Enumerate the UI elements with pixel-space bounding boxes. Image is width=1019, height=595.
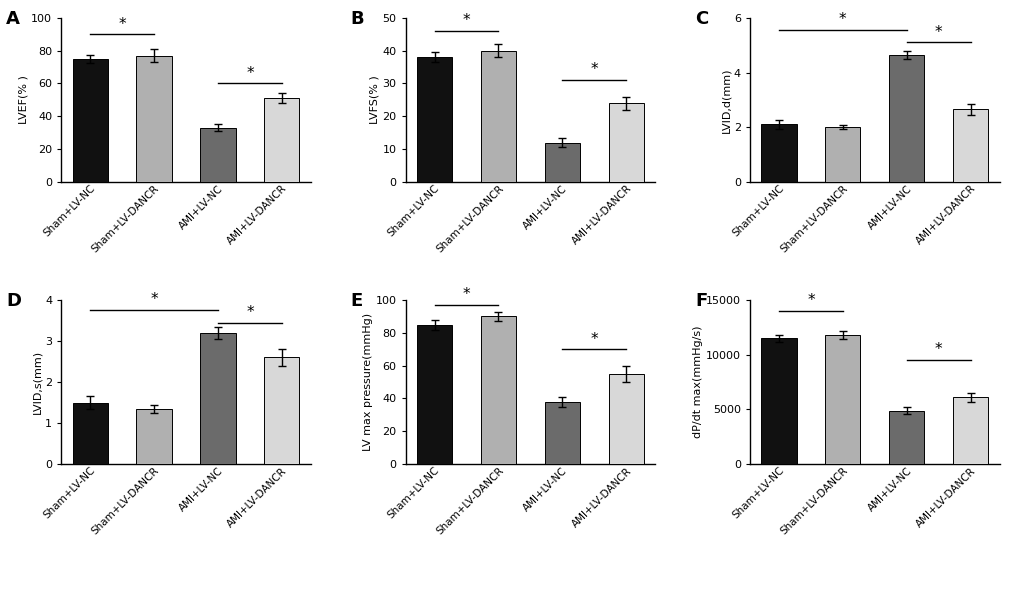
Text: A: A <box>6 10 20 27</box>
Text: *: * <box>590 62 597 77</box>
Text: *: * <box>118 17 125 32</box>
Text: *: * <box>839 12 846 27</box>
Bar <box>889 411 923 464</box>
Bar <box>264 358 300 464</box>
Bar <box>72 59 108 182</box>
Bar <box>417 57 451 182</box>
Bar <box>264 98 300 182</box>
Bar <box>480 317 516 464</box>
Bar <box>544 143 580 182</box>
Bar <box>760 124 796 182</box>
Bar <box>952 109 987 182</box>
Bar <box>480 51 516 182</box>
Text: *: * <box>150 292 158 308</box>
Bar <box>952 397 987 464</box>
Y-axis label: LVFS(% ): LVFS(% ) <box>369 76 379 124</box>
Bar <box>889 55 923 182</box>
Text: *: * <box>246 305 254 320</box>
Text: *: * <box>246 66 254 81</box>
Text: *: * <box>934 342 942 357</box>
Y-axis label: LVID,s(mm): LVID,s(mm) <box>33 350 42 414</box>
Bar <box>137 55 171 182</box>
Bar <box>200 333 235 464</box>
Text: *: * <box>463 287 470 302</box>
Y-axis label: dP/dt max(mmHg/s): dP/dt max(mmHg/s) <box>693 326 702 439</box>
Bar <box>824 127 860 182</box>
Text: *: * <box>934 25 942 40</box>
Text: B: B <box>351 10 364 27</box>
Bar <box>72 403 108 464</box>
Text: *: * <box>806 293 814 308</box>
Text: *: * <box>590 332 597 347</box>
Text: E: E <box>351 292 363 310</box>
Text: C: C <box>694 10 707 27</box>
Bar <box>417 325 451 464</box>
Text: F: F <box>694 292 706 310</box>
Text: *: * <box>463 12 470 28</box>
Bar <box>544 402 580 464</box>
Bar <box>137 409 171 464</box>
Bar <box>824 335 860 464</box>
Y-axis label: LV max pressure(mmHg): LV max pressure(mmHg) <box>363 313 372 451</box>
Bar <box>200 128 235 182</box>
Bar <box>608 103 643 182</box>
Bar <box>608 374 643 464</box>
Y-axis label: LVEF(% ): LVEF(% ) <box>18 76 29 124</box>
Bar <box>760 339 796 464</box>
Y-axis label: LVID,d(mm): LVID,d(mm) <box>720 67 731 133</box>
Text: D: D <box>6 292 21 310</box>
